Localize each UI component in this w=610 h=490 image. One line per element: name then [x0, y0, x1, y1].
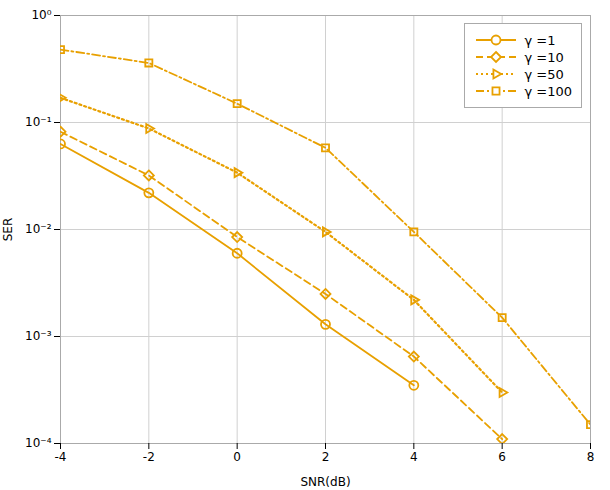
html-text:γ =100: γ =100	[524, 83, 572, 99]
svg-text:10⁻¹: 10⁻¹	[25, 115, 52, 129]
svg-text:10⁻²: 10⁻²	[25, 222, 52, 236]
svg-text:6: 6	[498, 450, 506, 464]
html-text:γ =10: γ =10	[524, 49, 564, 65]
svg-text:0: 0	[233, 450, 241, 464]
svg-text:-2: -2	[143, 450, 155, 464]
svg-text:2: 2	[322, 450, 330, 464]
svg-text:8: 8	[587, 450, 595, 464]
svg-text:4: 4	[410, 450, 418, 464]
svg-text:10⁻³: 10⁻³	[25, 329, 52, 343]
svg-text:10⁻⁴: 10⁻⁴	[25, 436, 52, 450]
html-text:γ =1: γ =1	[524, 32, 556, 48]
svg-text:SER: SER	[1, 218, 15, 242]
svg-text:SNR(dB): SNR(dB)	[300, 475, 350, 489]
html-text:γ =50: γ =50	[524, 66, 564, 82]
svg-text:10⁰: 10⁰	[31, 8, 51, 22]
svg-text:-4: -4	[55, 450, 67, 464]
